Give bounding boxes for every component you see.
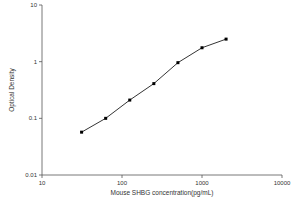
y-axis-label: Optical Density xyxy=(8,67,16,111)
chart-svg: 10 100 1000 10000 0.01 0.1 1 10 Mouse SHBG conce… xyxy=(0,0,300,200)
y-tick-label: 10 xyxy=(30,2,37,8)
chart-container: 10 100 1000 10000 0.01 0.1 1 10 Mouse SHBG conce… xyxy=(0,0,300,200)
y-tick-label: 1 xyxy=(34,59,38,65)
x-tick-label: 1000 xyxy=(195,180,209,186)
x-tick xyxy=(122,175,123,178)
x-tick-label: 100 xyxy=(117,180,128,186)
y-tick xyxy=(39,5,42,6)
x-axis-line xyxy=(42,175,282,176)
data-point xyxy=(225,38,228,41)
plot-area xyxy=(80,38,227,134)
y-tick-label: 0.1 xyxy=(29,115,38,121)
data-line xyxy=(82,39,226,132)
y-tick-label: 0.01 xyxy=(25,172,37,178)
x-tick xyxy=(202,175,203,178)
x-tick-label: 10000 xyxy=(274,180,291,186)
data-point xyxy=(152,82,155,85)
data-point xyxy=(104,117,107,120)
x-tick-label: 10 xyxy=(39,180,46,186)
data-point xyxy=(201,46,204,49)
x-axis-label: Mouse SHBG concentration(pg/mL) xyxy=(111,189,214,197)
y-tick xyxy=(39,118,42,119)
data-point xyxy=(80,131,83,134)
y-tick xyxy=(39,175,42,176)
x-tick xyxy=(282,175,283,178)
data-point xyxy=(128,99,131,102)
y-axis-line xyxy=(42,5,43,175)
data-point xyxy=(176,61,179,64)
x-tick xyxy=(42,175,43,178)
y-tick xyxy=(39,61,42,62)
